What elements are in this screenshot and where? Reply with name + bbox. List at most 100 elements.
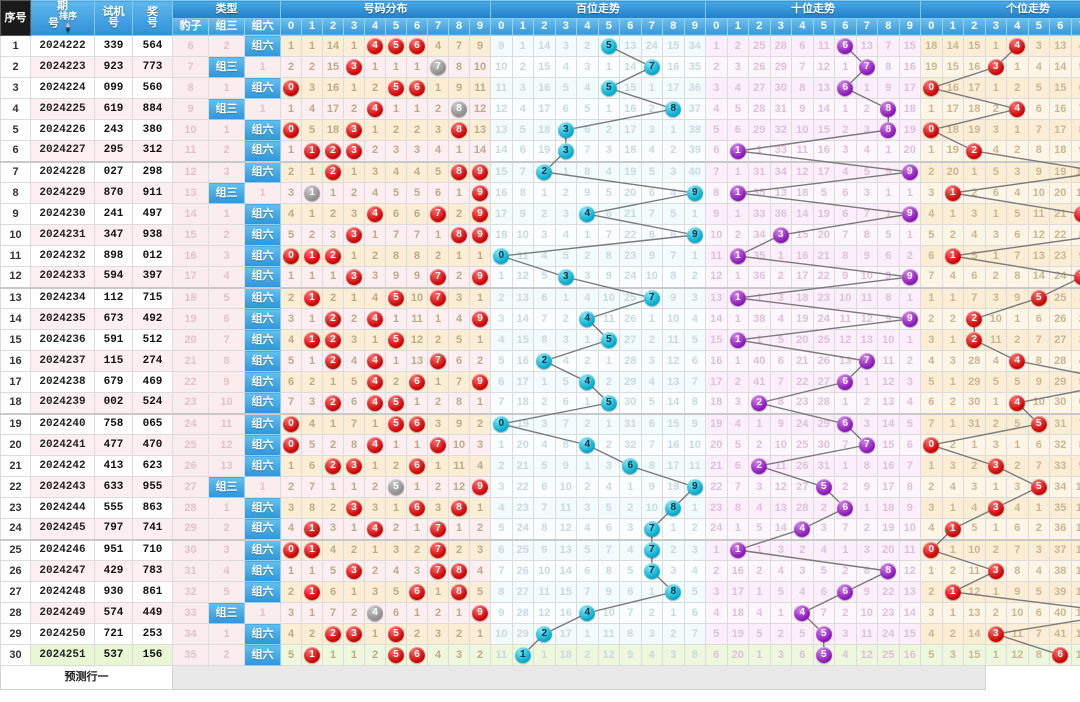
dist-ball-red-4[interactable]: 4 xyxy=(367,206,384,222)
dist-ball-red-7[interactable]: 7 xyxy=(430,542,447,559)
dist-ball-red-4[interactable]: 4 xyxy=(367,311,384,327)
tens-ball-5[interactable]: 5 xyxy=(815,479,832,495)
col-header-tens-8[interactable]: 8 xyxy=(877,17,900,36)
tens-ball-6[interactable]: 6 xyxy=(837,584,854,600)
dist-ball-red-1[interactable]: 1 xyxy=(304,520,321,537)
dist-ball-red-9[interactable]: 9 xyxy=(472,268,489,285)
hundreds-ball-1[interactable]: 1 xyxy=(514,647,531,663)
tens-ball-4[interactable]: 4 xyxy=(794,520,811,537)
dist-ball-red-0[interactable]: 0 xyxy=(283,248,300,264)
col-header-distribution-9[interactable]: 9 xyxy=(469,17,492,36)
dist-ball-red-5[interactable]: 5 xyxy=(388,416,405,433)
dist-ball-red-8[interactable]: 8 xyxy=(451,584,468,600)
dist-ball-red-4[interactable]: 4 xyxy=(367,38,384,54)
hundreds-ball-7[interactable]: 7 xyxy=(643,59,660,75)
tens-ball-8[interactable]: 8 xyxy=(880,122,897,138)
tens-ball-6[interactable]: 6 xyxy=(837,500,854,516)
col-header-issue[interactable]: 期号排序 ▲ ▼ xyxy=(30,0,95,36)
hundreds-ball-7[interactable]: 7 xyxy=(643,290,660,307)
dist-ball-red-6[interactable]: 6 xyxy=(409,374,426,390)
units-ball-4[interactable]: 4 xyxy=(1009,353,1026,369)
hundreds-ball-0[interactable]: 0 xyxy=(493,416,510,433)
units-ball-7[interactable]: 7 xyxy=(1073,268,1080,285)
dist-ball-red-4[interactable]: 4 xyxy=(367,101,384,117)
hundreds-ball-4[interactable]: 4 xyxy=(579,206,596,222)
dist-ball-red-3[interactable]: 3 xyxy=(346,563,363,579)
tens-ball-9[interactable]: 9 xyxy=(901,206,918,222)
dist-ball-red-6[interactable]: 6 xyxy=(409,500,426,516)
col-header-distribution-4[interactable]: 4 xyxy=(364,17,387,36)
dist-ball-red-5[interactable]: 5 xyxy=(388,394,405,411)
hundreds-ball-4[interactable]: 4 xyxy=(579,605,596,621)
dist-ball-red-0[interactable]: 0 xyxy=(283,416,300,433)
hundreds-ball-8[interactable]: 8 xyxy=(665,584,682,600)
hundreds-ball-2[interactable]: 2 xyxy=(536,164,553,181)
dist-ball-red-9[interactable]: 9 xyxy=(472,185,489,201)
dist-ball-gray-7[interactable]: 7 xyxy=(430,59,447,75)
units-ball-3[interactable]: 3 xyxy=(987,458,1004,474)
dist-ball-red-2[interactable]: 2 xyxy=(325,626,342,642)
dist-ball-red-4[interactable]: 4 xyxy=(367,353,384,369)
sort-toggle-icon[interactable]: 排序 ▲ ▼ xyxy=(58,11,77,35)
col-header-distribution-7[interactable]: 7 xyxy=(427,17,450,36)
units-ball-3[interactable]: 3 xyxy=(987,59,1004,75)
dist-ball-red-5[interactable]: 5 xyxy=(388,626,405,642)
tens-ball-5[interactable]: 5 xyxy=(815,647,832,663)
dist-ball-red-2[interactable]: 2 xyxy=(325,311,342,327)
dist-ball-red-6[interactable]: 6 xyxy=(409,80,426,96)
dist-ball-red-5[interactable]: 5 xyxy=(388,647,405,663)
tens-ball-1[interactable]: 1 xyxy=(729,542,746,559)
col-header-tens-4[interactable]: 4 xyxy=(791,17,814,36)
col-header-hundreds-9[interactable]: 9 xyxy=(683,17,707,36)
dist-ball-red-5[interactable]: 5 xyxy=(388,290,405,307)
col-header-distribution-3[interactable]: 3 xyxy=(343,17,366,36)
hundreds-ball-4[interactable]: 4 xyxy=(579,311,596,327)
dist-ball-red-6[interactable]: 6 xyxy=(409,647,426,663)
dist-ball-red-5[interactable]: 5 xyxy=(388,332,405,348)
units-ball-0[interactable]: 0 xyxy=(923,122,940,138)
dist-ball-red-3[interactable]: 3 xyxy=(346,59,363,75)
dist-ball-red-2[interactable]: 2 xyxy=(325,248,342,264)
hundreds-ball-6[interactable]: 6 xyxy=(622,458,639,474)
units-ball-4[interactable]: 4 xyxy=(1009,394,1026,411)
units-ball-3[interactable]: 3 xyxy=(987,500,1004,516)
hundreds-ball-9[interactable]: 9 xyxy=(686,479,703,495)
tens-ball-9[interactable]: 9 xyxy=(901,164,918,181)
units-ball-2[interactable]: 2 xyxy=(966,311,983,327)
dist-ball-red-1[interactable]: 1 xyxy=(304,332,321,348)
dist-ball-red-9[interactable]: 9 xyxy=(472,605,489,621)
col-header-hundreds-5[interactable]: 5 xyxy=(597,17,621,36)
dist-ball-gray-4[interactable]: 4 xyxy=(367,605,384,621)
dist-ball-red-3[interactable]: 3 xyxy=(346,122,363,138)
units-ball-4[interactable]: 4 xyxy=(1009,38,1026,54)
hundreds-ball-3[interactable]: 3 xyxy=(557,268,574,285)
col-header-tens-6[interactable]: 6 xyxy=(834,17,857,36)
hundreds-ball-5[interactable]: 5 xyxy=(600,38,617,54)
hundreds-ball-2[interactable]: 2 xyxy=(536,353,553,369)
dist-ball-red-7[interactable]: 7 xyxy=(430,563,447,579)
units-ball-1[interactable]: 1 xyxy=(944,584,961,600)
col-header-units-0[interactable]: 0 xyxy=(920,17,943,36)
col-header-tens-2[interactable]: 2 xyxy=(748,17,771,36)
dist-ball-red-7[interactable]: 7 xyxy=(430,353,447,369)
tens-ball-5[interactable]: 5 xyxy=(815,626,832,642)
col-header-hundreds-0[interactable]: 0 xyxy=(490,17,513,36)
dist-ball-red-4[interactable]: 4 xyxy=(367,374,384,390)
col-header-tens-9[interactable]: 9 xyxy=(898,17,922,36)
tens-ball-1[interactable]: 1 xyxy=(729,142,746,159)
hundreds-ball-0[interactable]: 0 xyxy=(493,248,510,264)
col-header-distribution-1[interactable]: 1 xyxy=(301,17,324,36)
hundreds-ball-5[interactable]: 5 xyxy=(600,394,617,411)
dist-ball-red-3[interactable]: 3 xyxy=(346,142,363,159)
dist-ball-red-1[interactable]: 1 xyxy=(304,290,321,307)
dist-ball-red-1[interactable]: 1 xyxy=(304,142,321,159)
tens-ball-3[interactable]: 3 xyxy=(772,227,789,243)
hundreds-ball-9[interactable]: 9 xyxy=(686,227,703,243)
dist-ball-red-5[interactable]: 5 xyxy=(388,80,405,96)
tens-ball-2[interactable]: 2 xyxy=(751,394,768,411)
tens-ball-7[interactable]: 7 xyxy=(858,59,875,75)
dist-ball-red-2[interactable]: 2 xyxy=(325,394,342,411)
units-ball-3[interactable]: 3 xyxy=(987,563,1004,579)
dist-ball-red-9[interactable]: 9 xyxy=(472,479,489,495)
dist-ball-red-3[interactable]: 3 xyxy=(346,626,363,642)
